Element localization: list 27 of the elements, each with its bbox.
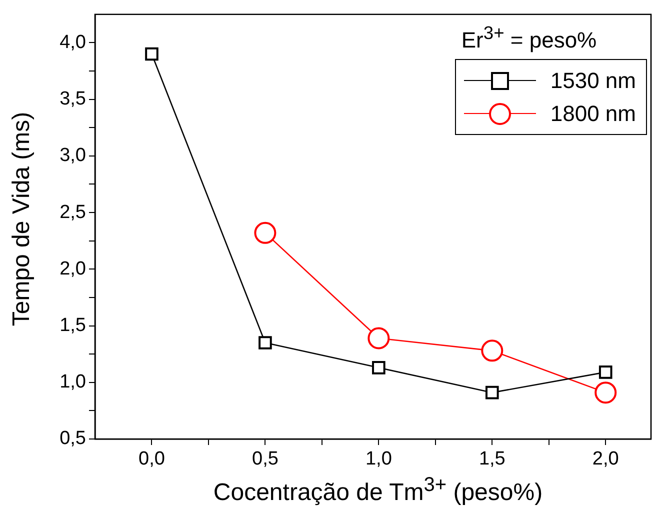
x-tick-label: 1,5	[478, 448, 506, 470]
point	[485, 386, 499, 400]
y-tick-label: 2,0	[60, 258, 86, 280]
y-tick-label: 3,0	[60, 145, 86, 166]
point	[368, 327, 390, 350]
x-tick-label: 1,0	[365, 448, 392, 470]
point	[254, 222, 276, 244]
x-tick-label: 0,5	[252, 448, 278, 470]
point	[481, 340, 504, 362]
point	[145, 47, 158, 61]
point	[594, 382, 617, 404]
legend-label: 1530 nm	[550, 68, 636, 94]
point	[372, 361, 386, 374]
x-tick-label: 0,0	[138, 448, 165, 470]
y-axis-title: Tempo de Vida (ms)	[8, 110, 36, 328]
y-tick-label: 4,0	[60, 32, 86, 53]
y-tick-label: 2,5	[60, 202, 86, 223]
x-axis-title: Cocentração de Tm$^{3+}$ (peso%)	[212, 474, 544, 507]
y-tick-label: 3,5	[60, 88, 86, 110]
legend-label: 1800 nm	[550, 100, 636, 127]
y-tick-label: 1,5	[60, 315, 86, 336]
x-tick-label: 2,0	[592, 448, 619, 470]
y-tick-label: 1,0	[60, 372, 86, 393]
point	[258, 336, 272, 350]
y-tick-label: 0,5	[60, 428, 86, 450]
legend-title: Er$^{3+}$ = peso%	[460, 22, 598, 54]
point	[598, 366, 612, 379]
